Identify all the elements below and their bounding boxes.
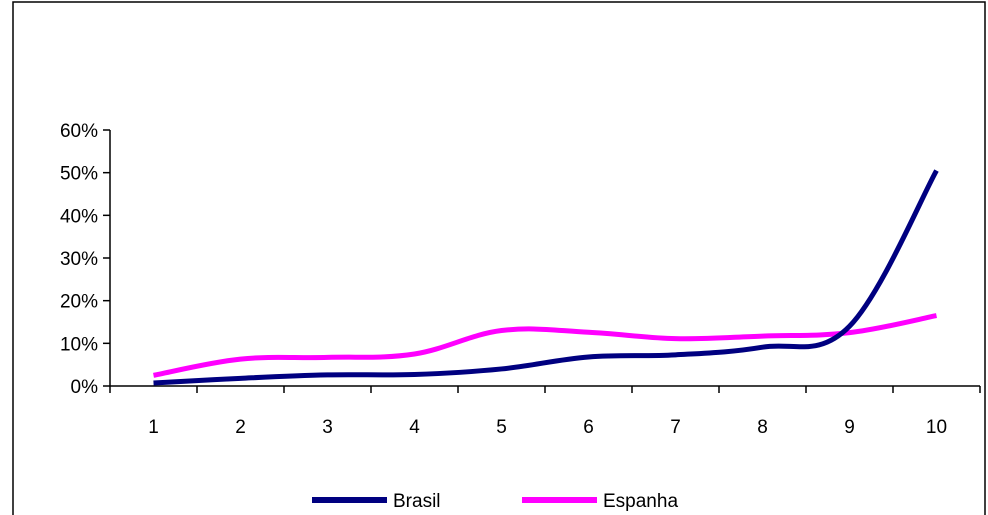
y-tick-label: 60% [60, 121, 98, 142]
x-tick-label: 9 [844, 417, 855, 438]
chart-border [12, 1, 986, 515]
x-tick-label: 8 [757, 417, 768, 438]
x-tick-label: 5 [496, 417, 507, 438]
x-tick-label: 6 [583, 417, 594, 438]
series-line-brasil [153, 169, 939, 386]
x-tick-label: 10 [926, 417, 947, 438]
x-tick-label: 3 [322, 417, 333, 438]
y-tick-label: 50% [60, 164, 98, 185]
y-tick-label: 0% [71, 377, 99, 398]
series-layer [153, 169, 939, 386]
y-tick-label: 20% [60, 292, 98, 313]
y-tick-label: 40% [60, 206, 98, 227]
y-tick-label: 30% [60, 249, 98, 270]
axes: 0% 10% 20% 30% 40% 50% 60% 1 2 3 4 5 6 7 8 9 10 [60, 121, 981, 438]
x-tick-label: 7 [670, 417, 681, 438]
y-tick-label: 10% [60, 334, 98, 355]
series-line-espanha [153, 313, 937, 378]
x-tick-label: 1 [148, 417, 159, 438]
legend-label-brasil: Brasil [393, 491, 441, 512]
legend-label-espanha: Espanha [603, 491, 678, 512]
x-tick-label: 4 [409, 417, 420, 438]
legend: Brasil Espanha [312, 491, 678, 512]
x-tick-label: 2 [235, 417, 246, 438]
